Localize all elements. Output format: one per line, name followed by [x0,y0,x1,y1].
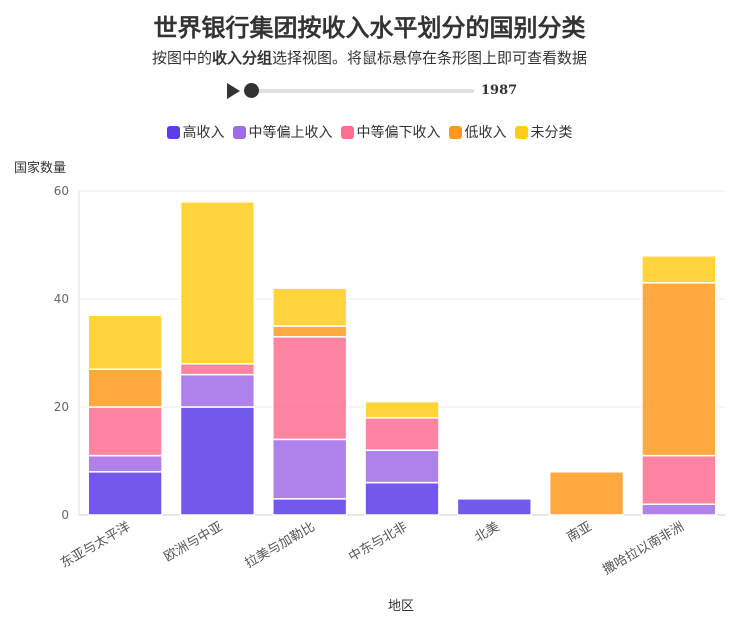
x-tick-label: 中东与北非 [346,519,410,564]
bar-segment[interactable] [87,406,163,457]
bar-segment[interactable] [548,471,625,516]
x-tick-label: 拉美与加勒比 [243,519,318,571]
bar-segment[interactable] [179,373,256,408]
bar-segment[interactable] [272,287,348,327]
bars [87,201,717,516]
bar-segment[interactable] [272,325,348,338]
year-slider-track[interactable] [247,89,474,93]
legend-label: 高收入 [182,125,225,141]
y-tick-label: 40 [54,292,69,306]
legend-swatch [232,125,246,139]
x-axis-label: 地区 [388,599,414,614]
y-tick-label: 60 [54,184,69,198]
legend-label: 中等偏下收入 [356,125,441,141]
legend-label: 低收入 [464,125,507,141]
y-axis-label: 国家数量 [14,160,66,176]
bar-segment[interactable] [87,471,163,516]
bar-segment[interactable] [179,201,256,365]
legend-item[interactable]: 低收入 [448,122,507,142]
bar-segment[interactable] [87,314,163,370]
legend-item[interactable]: 未分类 [514,122,573,142]
bar-segment[interactable] [272,498,348,516]
subtitle-suffix: 选择视图。将鼠标悬停在条形图上即可查看数据 [272,49,588,67]
bar-segment[interactable] [641,454,717,505]
subtitle-prefix: 按图中的 [151,49,212,67]
bar-segment[interactable] [179,406,256,516]
legend-swatch [514,125,528,139]
y-tick-label: 20 [54,400,69,414]
bar-segment[interactable] [364,481,440,516]
bar-segment[interactable] [364,417,440,451]
legend-item[interactable]: 中等偏下收入 [340,122,441,142]
bar-segment[interactable] [179,363,256,376]
chart-title: 世界银行集团按收入水平划分的国别分类 [153,14,586,42]
bar-segment[interactable] [272,336,348,441]
x-tick-label: 北美 [472,519,502,545]
legend-swatch [340,125,354,139]
bar-segment[interactable] [87,454,163,473]
year-player: 1987 [225,80,545,102]
y-axis: 0 20 40 60 [54,184,69,522]
x-axis: 东亚与太平洋 欧洲与中亚 拉美与加勒比 中东与北非 北美 南亚 撒哈拉以南非洲 [58,519,687,578]
x-tick-label: 东亚与太平洋 [58,519,133,571]
x-tick-label: 欧洲与中亚 [162,519,226,564]
legend-label: 中等偏上收入 [248,125,333,141]
legend-swatch [448,125,462,139]
year-slider-thumb[interactable] [244,83,259,98]
legend: 高收入 中等偏上收入 中等偏下收入 低收入 未分类 [0,122,739,142]
x-tick-label: 撒哈拉以南非洲 [600,519,687,578]
y-tick-label: 0 [61,508,69,522]
bar-segment[interactable] [641,282,717,457]
bar-segment[interactable] [641,503,717,516]
play-icon[interactable] [227,83,240,99]
bar-segment[interactable] [87,368,163,408]
bar-segment[interactable] [641,255,717,284]
subtitle-bold: 收入分组 [211,49,272,67]
year-label: 1987 [481,83,518,98]
bar-segment[interactable] [364,449,440,484]
legend-item[interactable]: 中等偏上收入 [232,122,333,142]
legend-swatch [166,125,180,139]
x-tick-label: 南亚 [564,519,595,546]
bar-segment[interactable] [272,438,348,500]
bar-segment[interactable] [364,400,440,419]
legend-label: 未分类 [530,125,573,141]
bar-segment[interactable] [456,498,532,516]
legend-item[interactable]: 高收入 [166,122,225,142]
chart-subtitle: 按图中的收入分组选择视图。将鼠标悬停在条形图上即可查看数据 [0,47,739,68]
